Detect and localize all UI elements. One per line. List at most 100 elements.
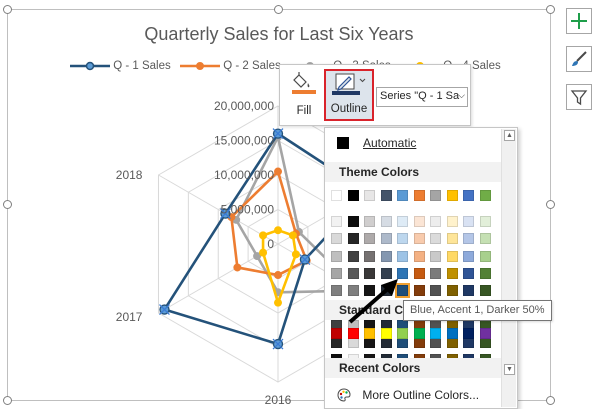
standard-color-swatch[interactable] [331,328,342,339]
theme-color-swatch[interactable] [331,285,342,297]
theme-color-swatch[interactable] [380,216,392,227]
scroll-up-arrow-icon[interactable]: ▲ [504,130,515,141]
theme-color-swatch[interactable] [463,267,474,279]
theme-color-swatch[interactable] [463,216,474,227]
theme-color-swatch[interactable] [380,190,392,201]
automatic-color-option[interactable]: Automatic [337,136,416,150]
standard-color-swatch[interactable] [479,328,491,339]
resize-handle-middle-right[interactable] [546,200,555,209]
resize-handle-bottom-left[interactable] [3,396,12,405]
legend-item-q1[interactable]: Q - 1 Sales [70,60,171,72]
resize-handle-bottom-right[interactable] [546,396,555,405]
theme-color-swatch[interactable] [413,267,425,279]
axis-tick-label: 10,000,000 [214,168,274,182]
theme-color-swatch[interactable] [364,250,375,262]
standard-color-swatch[interactable] [397,328,408,339]
chart-filters-button[interactable] [566,84,592,110]
theme-color-swatch[interactable] [446,216,458,227]
theme-color-swatch[interactable] [430,267,441,279]
chart-elements-button[interactable] [566,8,592,34]
theme-color-swatch[interactable] [397,216,408,227]
theme-color-swatch[interactable] [479,216,491,227]
theme-color-swatch[interactable] [347,216,359,227]
resize-handle-top-middle[interactable] [274,5,283,14]
theme-color-swatch[interactable] [364,267,375,279]
theme-color-swatch[interactable] [395,283,410,299]
legend-item-q2[interactable]: Q - 2 Sales [180,60,281,72]
theme-color-swatch[interactable] [463,190,474,201]
theme-color-swatch[interactable] [430,250,441,262]
fill-button[interactable]: Fill [286,69,322,121]
theme-color-swatch[interactable] [413,216,425,227]
series-selector[interactable]: Series "Q - 1 Sa ⌵ [376,87,468,107]
theme-color-swatch[interactable] [397,233,408,245]
theme-color-swatch[interactable] [331,216,342,227]
theme-color-swatch[interactable] [430,190,441,201]
standard-color-swatch[interactable] [413,328,425,339]
theme-color-swatch[interactable] [347,267,359,279]
resize-handle-top-right[interactable] [546,5,555,14]
chart-title[interactable]: Quarterly Sales for Last Six Years [144,24,414,44]
theme-color-swatch[interactable] [331,233,342,245]
theme-color-swatch[interactable] [463,233,474,245]
theme-color-swatch[interactable] [413,190,425,201]
theme-color-swatch[interactable] [446,285,458,297]
theme-color-swatch[interactable] [479,267,491,279]
chart-styles-button[interactable] [566,46,592,72]
theme-color-swatch[interactable] [397,267,408,279]
theme-color-swatch[interactable] [430,285,441,297]
theme-color-swatch[interactable] [479,233,491,245]
theme-color-swatch[interactable] [364,233,375,245]
theme-color-swatch[interactable] [446,250,458,262]
theme-color-swatch[interactable] [446,233,458,245]
standard-color-swatch[interactable] [347,328,359,339]
theme-color-swatch[interactable] [413,250,425,262]
theme-color-swatch[interactable] [380,267,392,279]
scroll-down-arrow-icon[interactable]: ▼ [504,364,515,375]
standard-color-swatch[interactable] [463,328,474,339]
series-q1-marker-3 [299,254,311,265]
series-q1-selection-mark-4 [272,338,284,350]
menu-scrollbar[interactable]: ▲ ▼ [501,129,516,407]
more-outline-colors-option[interactable]: More Outline Colors... [337,388,479,402]
theme-color-swatch[interactable] [397,250,408,262]
theme-color-swatch[interactable] [479,285,491,297]
theme-color-swatch[interactable] [331,250,342,262]
theme-color-swatch[interactable] [347,233,359,245]
theme-color-swatch[interactable] [413,233,425,245]
theme-color-swatch[interactable] [446,190,458,201]
resize-handle-top-left[interactable] [3,5,12,14]
legend-line-marker-icon [180,61,220,70]
standard-color-swatch[interactable] [380,328,392,339]
theme-color-swatch[interactable] [413,285,425,297]
theme-color-swatch[interactable] [380,285,392,297]
theme-color-swatch[interactable] [380,250,392,262]
theme-color-swatch[interactable] [347,190,359,201]
format-mini-toolbar: Fill Outline Series "Q - 1 Sa ⌵ [279,64,471,126]
theme-color-swatch[interactable] [463,285,474,297]
theme-color-swatch[interactable] [364,190,375,201]
theme-color-swatch[interactable] [364,216,375,227]
theme-color-swatch[interactable] [463,250,474,262]
standard-color-swatch[interactable] [446,328,458,339]
theme-color-swatch[interactable] [479,250,491,262]
theme-color-swatch[interactable] [331,267,342,279]
theme-color-swatch[interactable] [347,285,359,297]
automatic-label: Automatic [363,136,417,150]
outline-button[interactable]: Outline [324,69,374,121]
theme-color-swatch[interactable] [347,250,359,262]
theme-color-swatch[interactable] [430,216,441,227]
theme-color-swatch[interactable] [380,233,392,245]
theme-color-swatch[interactable] [446,267,458,279]
theme-color-swatch[interactable] [397,190,408,201]
theme-color-swatch[interactable] [331,190,342,201]
standard-color-swatch[interactable] [364,328,375,339]
theme-color-swatch[interactable] [430,233,441,245]
resize-handle-middle-left[interactable] [3,200,12,209]
theme-color-swatch[interactable] [479,190,491,201]
plus-icon [571,13,587,29]
standard-color-swatch[interactable] [430,328,441,339]
theme-color-swatch[interactable] [364,285,375,297]
series-q1-selection-mark-3 [299,254,311,265]
series-selector-value: Series "Q - 1 Sa [380,90,460,102]
